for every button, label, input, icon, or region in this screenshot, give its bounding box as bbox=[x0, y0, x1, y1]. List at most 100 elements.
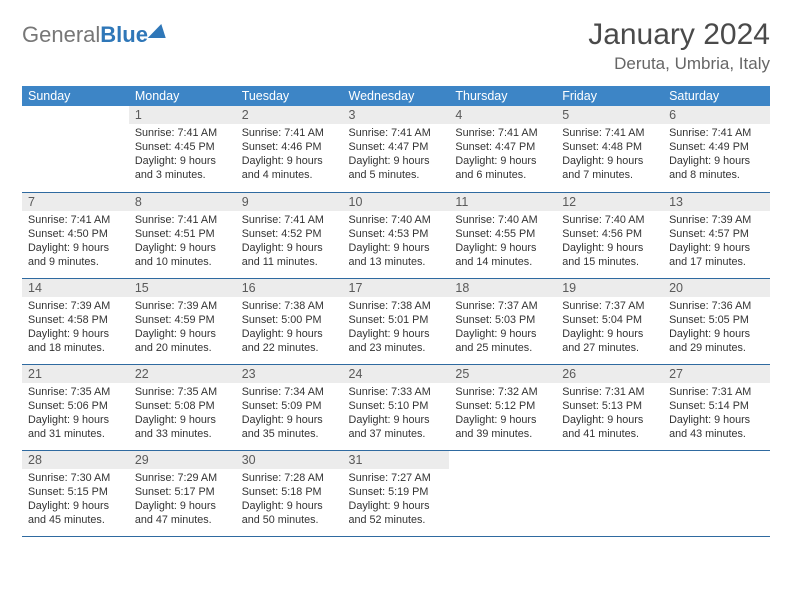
sunrise-text: Sunrise: 7:27 AM bbox=[349, 471, 444, 485]
weekday-header: Monday bbox=[129, 86, 236, 106]
weekday-header: Saturday bbox=[663, 86, 770, 106]
calendar-row: 21Sunrise: 7:35 AMSunset: 5:06 PMDayligh… bbox=[22, 364, 770, 450]
sunrise-text: Sunrise: 7:39 AM bbox=[669, 213, 764, 227]
day-number: 26 bbox=[556, 365, 663, 383]
calendar-row: 7Sunrise: 7:41 AMSunset: 4:50 PMDaylight… bbox=[22, 192, 770, 278]
brand-logo: GeneralBlue bbox=[22, 18, 168, 48]
day-number: 29 bbox=[129, 451, 236, 469]
sunrise-text: Sunrise: 7:30 AM bbox=[28, 471, 123, 485]
sunset-text: Sunset: 5:15 PM bbox=[28, 485, 123, 499]
sunset-text: Sunset: 4:59 PM bbox=[135, 313, 230, 327]
header: GeneralBlue January 2024 Deruta, Umbria,… bbox=[22, 18, 770, 74]
day-details: Sunrise: 7:40 AMSunset: 4:56 PMDaylight:… bbox=[556, 211, 663, 273]
day-number: 14 bbox=[22, 279, 129, 297]
sunset-text: Sunset: 5:03 PM bbox=[455, 313, 550, 327]
day-number: 18 bbox=[449, 279, 556, 297]
daylight-text: Daylight: 9 hours and 20 minutes. bbox=[135, 327, 230, 355]
daylight-text: Daylight: 9 hours and 50 minutes. bbox=[242, 499, 337, 527]
sunrise-text: Sunrise: 7:28 AM bbox=[242, 471, 337, 485]
sunrise-text: Sunrise: 7:40 AM bbox=[455, 213, 550, 227]
calendar-cell: 19Sunrise: 7:37 AMSunset: 5:04 PMDayligh… bbox=[556, 278, 663, 364]
day-number: 13 bbox=[663, 193, 770, 211]
sunrise-text: Sunrise: 7:41 AM bbox=[242, 213, 337, 227]
brand-triangle-icon bbox=[148, 24, 171, 38]
daylight-text: Daylight: 9 hours and 37 minutes. bbox=[349, 413, 444, 441]
daylight-text: Daylight: 9 hours and 18 minutes. bbox=[28, 327, 123, 355]
sunrise-text: Sunrise: 7:41 AM bbox=[562, 126, 657, 140]
daylight-text: Daylight: 9 hours and 29 minutes. bbox=[669, 327, 764, 355]
day-number: 19 bbox=[556, 279, 663, 297]
sunset-text: Sunset: 5:04 PM bbox=[562, 313, 657, 327]
sunrise-text: Sunrise: 7:35 AM bbox=[28, 385, 123, 399]
day-details: Sunrise: 7:41 AMSunset: 4:52 PMDaylight:… bbox=[236, 211, 343, 273]
daylight-text: Daylight: 9 hours and 5 minutes. bbox=[349, 154, 444, 182]
weekday-header: Tuesday bbox=[236, 86, 343, 106]
sunset-text: Sunset: 5:14 PM bbox=[669, 399, 764, 413]
sunset-text: Sunset: 5:17 PM bbox=[135, 485, 230, 499]
day-number: 23 bbox=[236, 365, 343, 383]
day-details: Sunrise: 7:32 AMSunset: 5:12 PMDaylight:… bbox=[449, 383, 556, 445]
day-number: 9 bbox=[236, 193, 343, 211]
day-details: Sunrise: 7:30 AMSunset: 5:15 PMDaylight:… bbox=[22, 469, 129, 531]
day-number: 5 bbox=[556, 106, 663, 124]
day-details: Sunrise: 7:38 AMSunset: 5:01 PMDaylight:… bbox=[343, 297, 450, 359]
month-title: January 2024 bbox=[588, 18, 770, 52]
sunset-text: Sunset: 4:51 PM bbox=[135, 227, 230, 241]
daylight-text: Daylight: 9 hours and 27 minutes. bbox=[562, 327, 657, 355]
day-details: Sunrise: 7:39 AMSunset: 4:58 PMDaylight:… bbox=[22, 297, 129, 359]
calendar-cell bbox=[22, 106, 129, 192]
sunset-text: Sunset: 4:48 PM bbox=[562, 140, 657, 154]
day-number: 12 bbox=[556, 193, 663, 211]
day-number: 8 bbox=[129, 193, 236, 211]
sunrise-text: Sunrise: 7:38 AM bbox=[242, 299, 337, 313]
calendar-cell: 5Sunrise: 7:41 AMSunset: 4:48 PMDaylight… bbox=[556, 106, 663, 192]
sunrise-text: Sunrise: 7:41 AM bbox=[28, 213, 123, 227]
day-number: 3 bbox=[343, 106, 450, 124]
day-details: Sunrise: 7:38 AMSunset: 5:00 PMDaylight:… bbox=[236, 297, 343, 359]
daylight-text: Daylight: 9 hours and 11 minutes. bbox=[242, 241, 337, 269]
sunset-text: Sunset: 4:58 PM bbox=[28, 313, 123, 327]
day-number: 31 bbox=[343, 451, 450, 469]
sunrise-text: Sunrise: 7:40 AM bbox=[562, 213, 657, 227]
day-number: 2 bbox=[236, 106, 343, 124]
daylight-text: Daylight: 9 hours and 6 minutes. bbox=[455, 154, 550, 182]
daylight-text: Daylight: 9 hours and 52 minutes. bbox=[349, 499, 444, 527]
day-number: 15 bbox=[129, 279, 236, 297]
calendar-cell: 4Sunrise: 7:41 AMSunset: 4:47 PMDaylight… bbox=[449, 106, 556, 192]
day-details: Sunrise: 7:41 AMSunset: 4:47 PMDaylight:… bbox=[449, 124, 556, 186]
daylight-text: Daylight: 9 hours and 33 minutes. bbox=[135, 413, 230, 441]
sunset-text: Sunset: 5:09 PM bbox=[242, 399, 337, 413]
sunset-text: Sunset: 5:05 PM bbox=[669, 313, 764, 327]
calendar-cell: 11Sunrise: 7:40 AMSunset: 4:55 PMDayligh… bbox=[449, 192, 556, 278]
daylight-text: Daylight: 9 hours and 35 minutes. bbox=[242, 413, 337, 441]
day-number: 22 bbox=[129, 365, 236, 383]
day-number: 17 bbox=[343, 279, 450, 297]
daylight-text: Daylight: 9 hours and 43 minutes. bbox=[669, 413, 764, 441]
sunset-text: Sunset: 5:13 PM bbox=[562, 399, 657, 413]
day-details: Sunrise: 7:40 AMSunset: 4:55 PMDaylight:… bbox=[449, 211, 556, 273]
calendar-cell: 6Sunrise: 7:41 AMSunset: 4:49 PMDaylight… bbox=[663, 106, 770, 192]
day-details: Sunrise: 7:34 AMSunset: 5:09 PMDaylight:… bbox=[236, 383, 343, 445]
calendar-row: 28Sunrise: 7:30 AMSunset: 5:15 PMDayligh… bbox=[22, 450, 770, 536]
calendar-cell: 15Sunrise: 7:39 AMSunset: 4:59 PMDayligh… bbox=[129, 278, 236, 364]
sunrise-text: Sunrise: 7:29 AM bbox=[135, 471, 230, 485]
weekday-header-row: Sunday Monday Tuesday Wednesday Thursday… bbox=[22, 86, 770, 106]
calendar-body: 1Sunrise: 7:41 AMSunset: 4:45 PMDaylight… bbox=[22, 106, 770, 536]
sunset-text: Sunset: 4:57 PM bbox=[669, 227, 764, 241]
sunset-text: Sunset: 4:50 PM bbox=[28, 227, 123, 241]
day-details: Sunrise: 7:39 AMSunset: 4:59 PMDaylight:… bbox=[129, 297, 236, 359]
calendar-cell: 31Sunrise: 7:27 AMSunset: 5:19 PMDayligh… bbox=[343, 450, 450, 536]
calendar-cell: 13Sunrise: 7:39 AMSunset: 4:57 PMDayligh… bbox=[663, 192, 770, 278]
calendar-cell: 12Sunrise: 7:40 AMSunset: 4:56 PMDayligh… bbox=[556, 192, 663, 278]
daylight-text: Daylight: 9 hours and 15 minutes. bbox=[562, 241, 657, 269]
day-details: Sunrise: 7:35 AMSunset: 5:08 PMDaylight:… bbox=[129, 383, 236, 445]
sunrise-text: Sunrise: 7:36 AM bbox=[669, 299, 764, 313]
sunrise-text: Sunrise: 7:31 AM bbox=[562, 385, 657, 399]
sunrise-text: Sunrise: 7:39 AM bbox=[135, 299, 230, 313]
sunrise-text: Sunrise: 7:31 AM bbox=[669, 385, 764, 399]
day-number: 10 bbox=[343, 193, 450, 211]
calendar-cell: 1Sunrise: 7:41 AMSunset: 4:45 PMDaylight… bbox=[129, 106, 236, 192]
brand-text: GeneralBlue bbox=[22, 22, 148, 48]
calendar-cell: 27Sunrise: 7:31 AMSunset: 5:14 PMDayligh… bbox=[663, 364, 770, 450]
calendar-cell: 24Sunrise: 7:33 AMSunset: 5:10 PMDayligh… bbox=[343, 364, 450, 450]
